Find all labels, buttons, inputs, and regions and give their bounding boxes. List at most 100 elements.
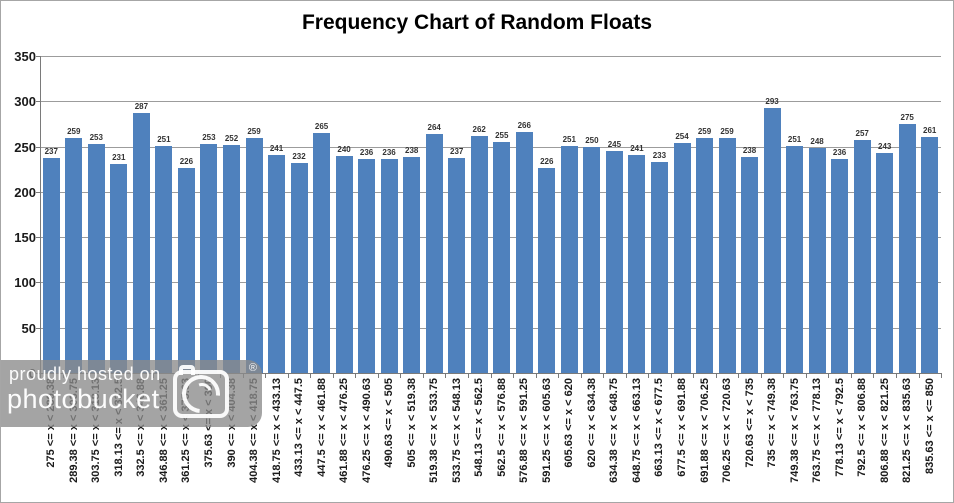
y-axis-tick — [36, 146, 40, 148]
gridline — [40, 191, 941, 193]
bar-value-label: 252 — [224, 133, 239, 143]
bar — [650, 162, 668, 373]
bar — [245, 138, 263, 373]
bar-value-label: 238 — [742, 146, 757, 156]
x-axis-tick — [805, 373, 807, 378]
bar — [470, 135, 488, 373]
bar — [628, 154, 646, 373]
bar — [673, 142, 691, 373]
x-axis-tick — [490, 373, 492, 378]
x-axis-tick-label: 706.25 <= x < 720.63 — [721, 378, 733, 483]
bar — [268, 154, 285, 373]
bar-value-label: 251 — [157, 134, 171, 144]
camera-icon — [173, 365, 229, 421]
x-axis-tick-label: 533.75 <= x < 548.13 — [450, 378, 463, 483]
y-axis-tick-label: 300 — [14, 94, 36, 110]
x-axis-tick-label: 519.38 <= x < 533.75 — [428, 378, 441, 483]
bar — [493, 142, 511, 373]
x-axis-tick — [941, 373, 942, 378]
gridline — [40, 146, 941, 148]
gridline — [40, 101, 941, 103]
bar-value-label: 262 — [472, 124, 486, 134]
bar — [380, 159, 398, 373]
y-axis-tick — [36, 237, 40, 239]
x-axis-tick — [760, 373, 762, 378]
bar — [87, 143, 105, 373]
bar — [741, 157, 758, 373]
bar — [808, 148, 826, 373]
x-axis-tick-label: 663.13 <= x < 677.5 — [653, 378, 666, 477]
x-axis-tick — [738, 373, 740, 378]
x-axis-tick — [535, 373, 537, 378]
x-axis-tick-label: 433.13 <= x < 447.5 — [293, 378, 305, 477]
y-axis-tick-label: 350 — [14, 49, 36, 64]
bar — [448, 158, 466, 373]
x-axis-tick — [918, 373, 920, 378]
x-axis-tick — [513, 373, 514, 378]
gridline — [40, 56, 941, 57]
x-axis-tick — [265, 373, 267, 378]
bar-value-label: 254 — [675, 131, 689, 141]
bar-value-label: 259 — [720, 127, 734, 137]
bar-value-label: 251 — [787, 134, 802, 144]
x-axis-tick — [445, 373, 447, 378]
bar-value-label: 237 — [450, 147, 464, 157]
bar-value-label: 241 — [630, 143, 644, 153]
bar — [786, 145, 804, 373]
bar-value-label: 259 — [67, 127, 81, 137]
y-axis-tick — [36, 191, 40, 193]
bar-value-label: 264 — [427, 122, 441, 132]
bar-value-label: 266 — [517, 121, 531, 131]
bar — [313, 133, 331, 373]
watermark-tagline: proudly hosted on — [9, 364, 161, 384]
y-axis-line — [40, 56, 41, 374]
bar — [110, 163, 128, 373]
x-axis-tick-label: 620 <= x < 634.38 — [585, 378, 598, 468]
bar — [425, 133, 443, 373]
x-axis-tick-label: 778.13 <= x < 792.5 — [833, 378, 846, 477]
x-axis-tick-label: 648.75 <= x < 663.13 — [630, 378, 643, 483]
x-axis-tick-label: 720.63 <= x < 735 — [743, 378, 756, 468]
x-axis-tick — [850, 373, 852, 378]
x-axis-tick-label: 562.5 <= x < 576.88 — [495, 378, 508, 477]
bar-value-label: 259 — [697, 127, 712, 137]
bar-value-label: 253 — [202, 132, 216, 142]
bar-value-label: 255 — [495, 131, 509, 140]
bar — [403, 157, 421, 373]
bar — [560, 145, 578, 373]
bar-value-label: 287 — [134, 102, 149, 112]
bar — [155, 145, 173, 373]
x-axis-tick-label: 591.25 <= x < 605.63 — [540, 378, 553, 483]
bar — [358, 159, 376, 373]
bar-value-label: 231 — [112, 152, 126, 162]
bar — [876, 152, 894, 373]
x-axis-tick — [377, 373, 379, 378]
bar — [200, 143, 218, 373]
bar-value-label: 232 — [292, 151, 306, 161]
x-axis-tick-label: 461.88 <= x < 476.25 — [338, 378, 351, 483]
y-axis-tick-label: 150 — [14, 230, 36, 246]
x-axis-tick-label: 677.5 <= x < 691.88 — [676, 378, 688, 477]
x-axis-tick — [355, 373, 357, 378]
bar-value-label: 259 — [247, 127, 261, 137]
bar — [583, 146, 601, 373]
x-axis-tick — [828, 373, 830, 378]
x-axis-tick-label: 763.75 <= x < 778.13 — [811, 378, 824, 483]
x-axis-tick-label: 576.88 <= x < 591.25 — [518, 378, 531, 483]
bar — [177, 168, 195, 373]
gridline — [40, 282, 941, 284]
x-axis-tick-label: 691.88 <= x < 706.25 — [698, 378, 711, 483]
x-axis-tick — [693, 373, 695, 378]
y-axis-tick — [36, 327, 40, 329]
bar-value-label: 236 — [832, 148, 847, 158]
x-axis-tick — [873, 373, 875, 378]
x-axis-tick-label: 548.13 <= x < 562.5 — [473, 378, 486, 477]
x-axis-tick — [783, 373, 785, 378]
x-axis-tick — [625, 373, 627, 378]
watermark-brand: photobucket — [7, 384, 160, 414]
chart-title: Frequency Chart of Random Floats — [301, 11, 653, 34]
x-axis-tick — [310, 373, 312, 378]
y-axis-tick-label: 250 — [14, 139, 36, 155]
camera-body-shape — [173, 370, 229, 418]
